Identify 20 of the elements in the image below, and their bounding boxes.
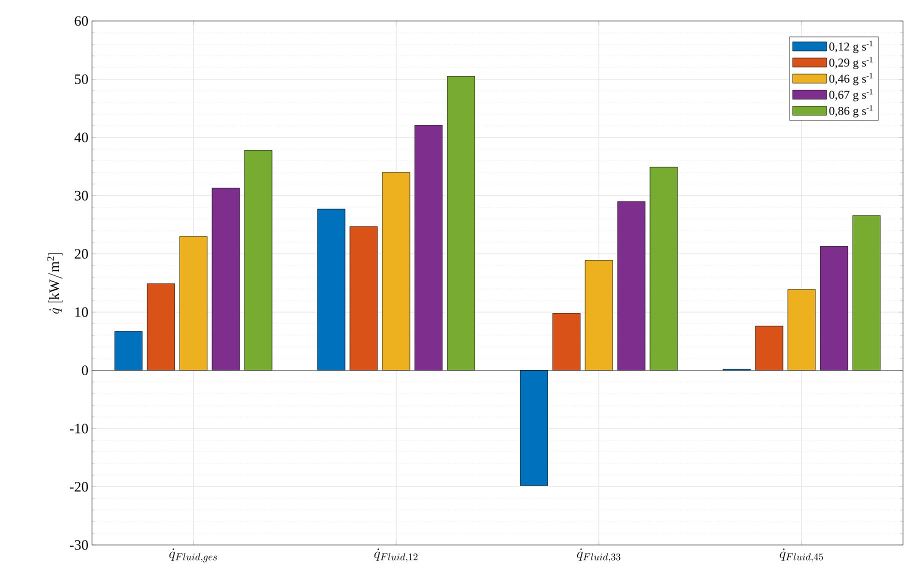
x-tick-label: $\dot{q}_{Fluid,33}$ — [577, 548, 620, 562]
legend-label: 0,29 g s$^{-1}$ — [829, 56, 873, 70]
y-tick-label: 0 — [82, 365, 88, 376]
legend-label: 0,86 g s$^{-1}$ — [829, 105, 873, 118]
y-tick-label: 40 — [74, 132, 88, 142]
legend-label: 0,67 g s$^{-1}$ — [829, 89, 873, 102]
y-tick-label: -20 — [70, 482, 88, 492]
y-tick-label: 10 — [75, 307, 88, 317]
y-axis-title: $\dot{q}\ [\mathrm{kW/m^2}]$ — [47, 253, 63, 314]
y-tick-label: -10 — [70, 424, 88, 434]
y-tick-label: 60 — [74, 16, 88, 26]
y-tick-label: 20 — [74, 249, 88, 259]
x-tick-label: $\dot{q}_{Fluid,12}$ — [374, 548, 418, 562]
legend-label: 0,46 g s$^{-1}$ — [829, 73, 873, 86]
y-tick-label: -30 — [70, 540, 88, 550]
legend-label: 0,12 g s$^{-1}$ — [829, 40, 873, 54]
y-tick-label: 50 — [74, 74, 88, 84]
y-tick-label: 30 — [74, 190, 88, 200]
x-tick-label: $\dot{q}_{Fluid,ges}$ — [169, 548, 217, 562]
x-tick-label: $\dot{q}_{Fluid,45}$ — [780, 548, 823, 562]
